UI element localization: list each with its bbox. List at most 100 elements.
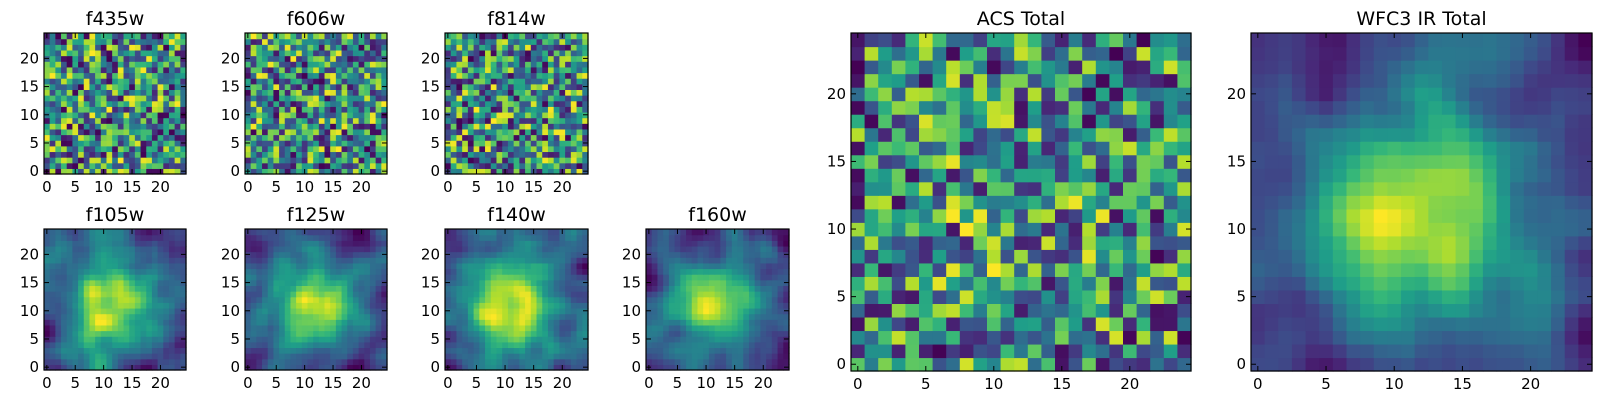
heatmap-cell [450,324,458,332]
heatmap-cell [279,353,286,360]
heatmap-cell [151,145,159,153]
heatmap-cell [680,353,687,360]
heatmap-cell [72,291,79,298]
heatmap-cell [467,128,475,136]
heatmap-cell [284,38,292,45]
heatmap-cell [485,49,492,57]
heatmap-cell [668,274,676,281]
heatmap-cell [347,274,354,281]
heatmap-cell [301,234,309,241]
heatmap-cell [146,268,153,275]
heatmap-cell [250,128,257,136]
heatmap-cell [891,222,906,237]
heatmap-cell [450,140,458,147]
heatmap-cell [301,353,309,360]
y-tick-label: 20 [421,49,440,67]
heatmap-cell [163,123,170,130]
heatmap-cell [507,358,515,365]
heatmap-cell [536,330,543,337]
heatmap-cell [1055,181,1070,196]
heatmap-cell [151,274,159,281]
heatmap-cell [290,279,297,286]
y-tick-label: 5 [430,134,440,152]
heatmap-cell [267,257,274,264]
heatmap-cell [117,106,125,113]
heatmap-cell [129,134,136,141]
heatmap-cell [347,245,354,253]
heatmap-cell [347,279,354,286]
heatmap-cell [157,353,164,360]
heatmap-cell [777,262,784,270]
heatmap-cell [151,358,159,365]
heatmap-cell [1068,343,1083,359]
heatmap-cell [95,89,102,96]
heatmap-cell [1068,235,1083,250]
heatmap-cell [519,134,526,141]
heatmap-cell [66,168,73,175]
heatmap-cell [1163,316,1178,332]
heatmap-cell [525,353,532,360]
heatmap-cell [547,151,555,158]
heatmap-cell [78,279,85,286]
heatmap-cell [445,157,452,164]
heatmap-cell [49,78,56,85]
heatmap-cell [553,55,560,62]
heatmap-cell [89,123,96,130]
heatmap-cell [576,347,583,354]
heatmap-cell [479,100,486,107]
heatmap-cell [703,330,710,337]
heatmap-cell [864,222,879,237]
heatmap-cell [657,358,664,365]
heatmap-cell [83,151,91,158]
heatmap-cell [891,303,906,318]
heatmap-cell [553,157,560,164]
heatmap-cell [134,262,142,270]
heatmap-cell [651,307,659,315]
heatmap-cell [66,66,73,74]
heatmap-cell [1095,181,1110,196]
heatmap-cell [651,347,659,354]
heatmap-cell [83,358,91,365]
heatmap-cell [1041,168,1056,183]
heatmap-cell [335,274,343,281]
heatmap-cell [513,358,520,365]
heatmap-cell [180,341,187,349]
heatmap-cell [318,78,326,85]
heatmap-cell [467,274,475,281]
heatmap-cell [341,313,348,320]
heatmap-cell [341,274,348,281]
heatmap-cell [743,268,750,275]
heatmap-cell [1095,357,1110,372]
heatmap-cell [496,274,503,281]
heatmap-cell [513,157,520,164]
heatmap-cell [462,89,469,96]
heatmap-cell [1068,316,1083,332]
heatmap-cell [61,168,68,175]
heatmap-cell [479,123,486,130]
heatmap-cell [335,291,343,298]
heatmap-cell [174,302,181,309]
heatmap-cell [134,140,142,147]
heatmap-cell [536,61,543,68]
heatmap-cell [61,313,68,320]
heatmap-cell [542,151,549,158]
heatmap-cell [697,319,704,326]
heatmap-cell [553,285,560,292]
heatmap-cell [296,106,303,113]
heatmap-cell [1123,330,1138,345]
heatmap-cell [570,157,578,164]
heatmap-cell [341,157,348,164]
heatmap-cell [559,347,566,354]
heatmap-cell [313,38,320,45]
heatmap-cell [307,268,314,275]
heatmap-cell [932,168,947,183]
heatmap-cell [256,319,263,326]
heatmap-cell [72,157,79,164]
heatmap-cell [95,61,102,68]
x-tick-label: 15 [524,374,543,392]
heatmap-cell [536,324,543,332]
heatmap-cell [78,33,85,40]
heatmap-cell [106,49,113,57]
heatmap-cell [256,296,263,303]
